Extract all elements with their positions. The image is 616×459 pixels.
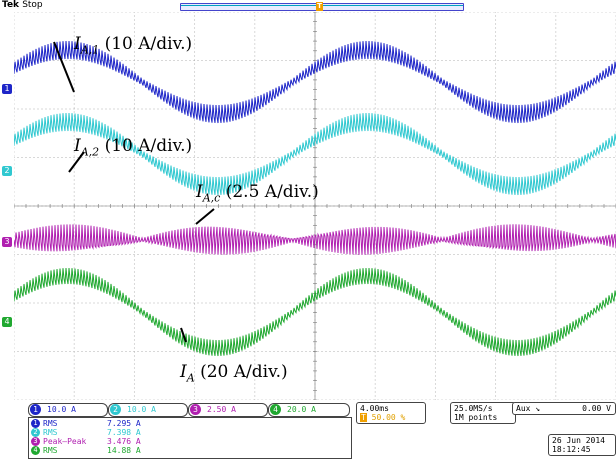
measurement-row: 2 RMS 7.398 A [29,428,349,437]
ch4-badge: 4 [270,404,281,415]
meas-ch3-badge: 3 [31,437,40,446]
trigger-level: 0.00 V [582,404,611,413]
trigger-slope-icon: ↘ [535,404,541,413]
meas-value: 14.88 A [107,446,141,455]
meas-name: Peak–Peak [43,437,87,446]
ch2-scale[interactable]: 2 10.0 A [108,403,188,417]
waveform-canvas [14,12,616,400]
pointer-ia2 [68,151,85,173]
meas-name: RMS [43,446,58,455]
brand-label: Tek Stop [2,0,43,10]
meas-value: 7.295 A [107,419,141,428]
time: 18:12:45 [552,445,591,454]
pointer-ia [180,327,187,343]
measurement-row: 4 RMS 14.88 A [29,446,349,455]
acquisition-box[interactable]: 25.0MS/s 1M points [450,402,516,424]
label-iac: IA,c (2.5 A/div.) [196,182,319,205]
ch3-scale[interactable]: 3 2.50 A [188,403,268,417]
acquisition-state: Stop [22,0,43,10]
waveform-ch2 [14,112,616,196]
sample-rate: 25.0MS/s [454,404,493,413]
trigger-box[interactable]: Aux ↘ 0.00 V [512,402,616,415]
ch1-badge: 1 [30,404,41,415]
ch3-level-marker[interactable]: 3 [2,237,12,247]
ch4-scale-value: 20.0 A [287,405,316,414]
label-ia: IA (20 A/div.) [180,362,288,385]
meas-name: RMS [43,428,58,437]
timebase-scale: 4.00ms [360,404,389,413]
datetime-box: 26 Jun 2014 18:12:45 [548,434,616,456]
meas-value: 3.476 A [107,437,141,446]
ch3-scale-value: 2.50 A [207,405,236,414]
record-length: 1M points [454,413,498,422]
meas-ch2-badge: 2 [31,428,40,437]
waveform-ch1 [14,40,616,124]
label-ia1: IA,1 (10 A/div.) [74,34,193,57]
meas-name: RMS [43,419,58,428]
ch2-scale-value: 10.0 A [127,405,156,414]
status-header: Tek Stop T [0,0,616,12]
status-panel: 1 10.0 A 2 10.0 A 3 2.50 A 4 20.0 A 1 RM… [0,400,616,459]
timebase-box[interactable]: 4.00ms T 50.00 % [356,402,426,424]
ch2-badge: 2 [110,404,121,415]
waveform-ch4 [14,267,616,357]
date: 26 Jun 2014 [552,436,605,445]
meas-ch1-badge: 1 [31,419,40,428]
trigger-source: Aux [516,404,531,413]
measurement-row: 1 RMS 7.295 A [29,419,349,428]
label-ia2: IA,2 (10 A/div.) [74,136,193,159]
pointer-iac [195,208,215,225]
ch1-scale[interactable]: 1 10.0 A [28,403,108,417]
meas-ch4-badge: 4 [31,446,40,455]
trigger-position-readout: T 50.00 % [360,413,406,422]
ch1-scale-value: 10.0 A [47,405,76,414]
ch3-badge: 3 [190,404,201,415]
trigger-position-icon[interactable]: T [316,2,323,11]
ch4-scale[interactable]: 4 20.0 A [268,403,350,417]
ch2-level-marker[interactable]: 2 [2,166,12,176]
measurement-panel: 1 RMS 7.295 A 2 RMS 7.398 A 3 Peak–Peak … [28,417,352,459]
waveform-ch3 [14,224,616,255]
ch4-level-marker[interactable]: 4 [2,317,12,327]
measurement-row: 3 Peak–Peak 3.476 A [29,437,349,446]
pointer-ia1 [53,41,75,93]
waveform-display: IA,1 (10 A/div.) IA,2 (10 A/div.) IA,c (… [14,12,616,400]
meas-value: 7.398 A [107,428,141,437]
ch1-level-marker[interactable]: 1 [2,84,12,94]
